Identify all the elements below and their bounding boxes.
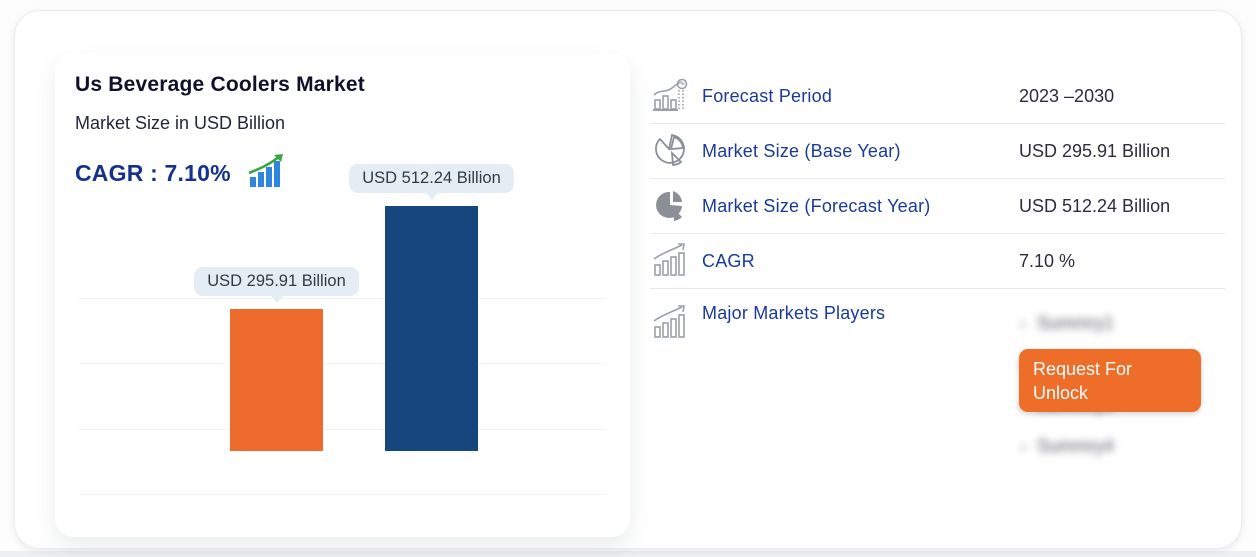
chart-subtitle: Market Size in USD Billion (75, 113, 286, 133)
bar-value-tooltip-2022: USD 295.91 Billion (194, 267, 359, 303)
info-row-forecast-period: Forecast Period 2023 –2030 (650, 69, 1225, 124)
row-value: 2023 –2030 (1019, 85, 1115, 106)
blurred-player-item: + Summry1 (1019, 313, 1115, 333)
major-players-value: +Summry1 +Summry2 +Summry3 +Summry4 Requ… (1019, 303, 1225, 467)
row-label: Market Size (Base Year) (702, 140, 901, 161)
pie-outline-icon (650, 131, 702, 171)
chart-title: Us Beverage Coolers Market (75, 73, 365, 96)
info-panel: Forecast Period 2023 –2030 Market Size (… (650, 69, 1225, 467)
growth-bars-icon (650, 241, 702, 281)
info-row-major-players: Major Markets Players +Summry1 +Summry2 … (650, 289, 1225, 467)
bar-2030 (385, 206, 478, 451)
gridline (79, 298, 606, 299)
row-label: Market Size (Forecast Year) (702, 195, 931, 216)
blurred-player-item: + Summry4 (1019, 436, 1115, 456)
bar-group-2030: USD 512.24 Billion (344, 164, 519, 451)
gridline (79, 363, 606, 364)
infographic-card: Us Beverage Coolers Market Market Size i… (14, 10, 1242, 549)
row-label: CAGR (702, 250, 755, 271)
chart-card: Us Beverage Coolers Market Market Size i… (55, 53, 630, 537)
cagr-value-text: CAGR : 7.10% (75, 160, 231, 186)
bar-2022 (230, 309, 323, 451)
row-value: 7.10 % (1019, 250, 1076, 271)
cagr-line: CAGR : 7.10% (75, 153, 287, 194)
row-value: USD 295.91 Billion (1019, 140, 1171, 161)
growth-chart-icon (247, 153, 287, 194)
gridline (79, 429, 606, 430)
unlock-button-line2: Unlock (1033, 383, 1089, 403)
bar-group-2022: USD 295.91 Billion (189, 267, 364, 451)
bar-value-tooltip-2030: USD 512.24 Billion (349, 164, 514, 200)
row-value: USD 512.24 Billion (1019, 195, 1171, 216)
unlock-button-line1: Request For (1033, 359, 1133, 379)
pie-filled-icon (650, 186, 702, 226)
info-row-cagr: CAGR 7.10 % (650, 234, 1225, 289)
row-label: Forecast Period (702, 85, 833, 106)
forecast-chart-icon (650, 76, 702, 116)
page-bottom-strip (0, 551, 1256, 557)
info-row-market-size-base: Market Size (Base Year) USD 295.91 Billi… (650, 124, 1225, 179)
info-row-market-size-forecast: Market Size (Forecast Year) USD 512.24 B… (650, 179, 1225, 234)
growth-bars-icon (650, 303, 702, 343)
row-label: Major Markets Players (702, 303, 886, 323)
gridline (79, 494, 606, 495)
request-unlock-button[interactable]: Request For Unlock (1019, 349, 1201, 412)
bar-chart: USD 295.91 Billion USD 512.24 Billion 20… (73, 164, 612, 527)
